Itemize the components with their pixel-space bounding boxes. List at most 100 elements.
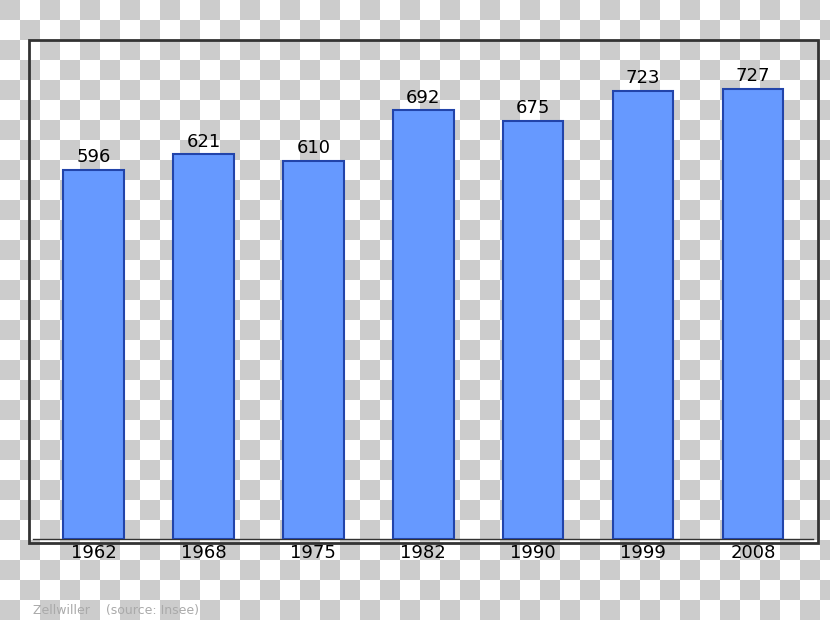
FancyBboxPatch shape: [0, 300, 20, 320]
FancyBboxPatch shape: [40, 180, 60, 200]
FancyBboxPatch shape: [400, 140, 420, 160]
FancyBboxPatch shape: [460, 440, 480, 460]
FancyBboxPatch shape: [540, 200, 560, 220]
FancyBboxPatch shape: [680, 360, 700, 380]
FancyBboxPatch shape: [820, 220, 830, 240]
FancyBboxPatch shape: [240, 200, 260, 220]
FancyBboxPatch shape: [340, 460, 360, 480]
FancyBboxPatch shape: [300, 40, 320, 60]
FancyBboxPatch shape: [440, 240, 460, 260]
FancyBboxPatch shape: [20, 220, 40, 240]
FancyBboxPatch shape: [180, 560, 200, 580]
FancyBboxPatch shape: [540, 240, 560, 260]
FancyBboxPatch shape: [240, 300, 260, 320]
FancyBboxPatch shape: [140, 400, 160, 420]
FancyBboxPatch shape: [500, 600, 520, 620]
FancyBboxPatch shape: [0, 380, 20, 400]
FancyBboxPatch shape: [400, 520, 420, 540]
FancyBboxPatch shape: [180, 480, 200, 500]
FancyBboxPatch shape: [20, 160, 40, 180]
FancyBboxPatch shape: [260, 160, 280, 180]
FancyBboxPatch shape: [580, 280, 600, 300]
FancyBboxPatch shape: [180, 120, 200, 140]
FancyBboxPatch shape: [420, 180, 440, 200]
FancyBboxPatch shape: [760, 320, 780, 340]
FancyBboxPatch shape: [60, 20, 80, 40]
FancyBboxPatch shape: [560, 520, 580, 540]
FancyBboxPatch shape: [120, 280, 140, 300]
FancyBboxPatch shape: [480, 440, 500, 460]
FancyBboxPatch shape: [280, 600, 300, 620]
FancyBboxPatch shape: [0, 540, 20, 560]
FancyBboxPatch shape: [540, 460, 560, 480]
FancyBboxPatch shape: [560, 400, 580, 420]
FancyBboxPatch shape: [320, 540, 340, 560]
FancyBboxPatch shape: [760, 280, 780, 300]
FancyBboxPatch shape: [680, 140, 700, 160]
FancyBboxPatch shape: [160, 120, 180, 140]
FancyBboxPatch shape: [260, 480, 280, 500]
FancyBboxPatch shape: [180, 300, 200, 320]
FancyBboxPatch shape: [640, 500, 660, 520]
FancyBboxPatch shape: [700, 260, 720, 280]
FancyBboxPatch shape: [440, 400, 460, 420]
FancyBboxPatch shape: [360, 160, 380, 180]
FancyBboxPatch shape: [480, 520, 500, 540]
FancyBboxPatch shape: [40, 40, 60, 60]
FancyBboxPatch shape: [620, 380, 640, 400]
FancyBboxPatch shape: [120, 20, 140, 40]
FancyBboxPatch shape: [820, 460, 830, 480]
FancyBboxPatch shape: [560, 500, 580, 520]
FancyBboxPatch shape: [0, 520, 20, 540]
FancyBboxPatch shape: [620, 20, 640, 40]
FancyBboxPatch shape: [700, 540, 720, 560]
FancyBboxPatch shape: [180, 340, 200, 360]
FancyBboxPatch shape: [540, 340, 560, 360]
FancyBboxPatch shape: [800, 360, 820, 380]
FancyBboxPatch shape: [680, 380, 700, 400]
FancyBboxPatch shape: [760, 580, 780, 600]
FancyBboxPatch shape: [520, 260, 540, 280]
FancyBboxPatch shape: [400, 340, 420, 360]
FancyBboxPatch shape: [180, 420, 200, 440]
FancyBboxPatch shape: [40, 220, 60, 240]
FancyBboxPatch shape: [800, 480, 820, 500]
FancyBboxPatch shape: [300, 560, 320, 580]
FancyBboxPatch shape: [700, 280, 720, 300]
FancyBboxPatch shape: [160, 0, 180, 20]
FancyBboxPatch shape: [0, 180, 20, 200]
FancyBboxPatch shape: [480, 40, 500, 60]
FancyBboxPatch shape: [120, 180, 140, 200]
FancyBboxPatch shape: [240, 360, 260, 380]
FancyBboxPatch shape: [100, 100, 120, 120]
FancyBboxPatch shape: [340, 160, 360, 180]
FancyBboxPatch shape: [800, 580, 820, 600]
FancyBboxPatch shape: [140, 340, 160, 360]
FancyBboxPatch shape: [380, 480, 400, 500]
FancyBboxPatch shape: [620, 540, 640, 560]
FancyBboxPatch shape: [140, 420, 160, 440]
FancyBboxPatch shape: [580, 20, 600, 40]
FancyBboxPatch shape: [820, 540, 830, 560]
FancyBboxPatch shape: [620, 340, 640, 360]
FancyBboxPatch shape: [80, 180, 100, 200]
FancyBboxPatch shape: [620, 480, 640, 500]
FancyBboxPatch shape: [620, 320, 640, 340]
FancyBboxPatch shape: [660, 0, 680, 20]
FancyBboxPatch shape: [640, 0, 660, 20]
FancyBboxPatch shape: [100, 400, 120, 420]
FancyBboxPatch shape: [620, 580, 640, 600]
FancyBboxPatch shape: [320, 460, 340, 480]
FancyBboxPatch shape: [80, 140, 100, 160]
FancyBboxPatch shape: [440, 200, 460, 220]
FancyBboxPatch shape: [560, 440, 580, 460]
FancyBboxPatch shape: [380, 600, 400, 620]
FancyBboxPatch shape: [440, 480, 460, 500]
FancyBboxPatch shape: [160, 140, 180, 160]
FancyBboxPatch shape: [0, 40, 20, 60]
FancyBboxPatch shape: [360, 0, 380, 20]
FancyBboxPatch shape: [300, 0, 320, 20]
FancyBboxPatch shape: [280, 40, 300, 60]
FancyBboxPatch shape: [120, 240, 140, 260]
FancyBboxPatch shape: [360, 420, 380, 440]
